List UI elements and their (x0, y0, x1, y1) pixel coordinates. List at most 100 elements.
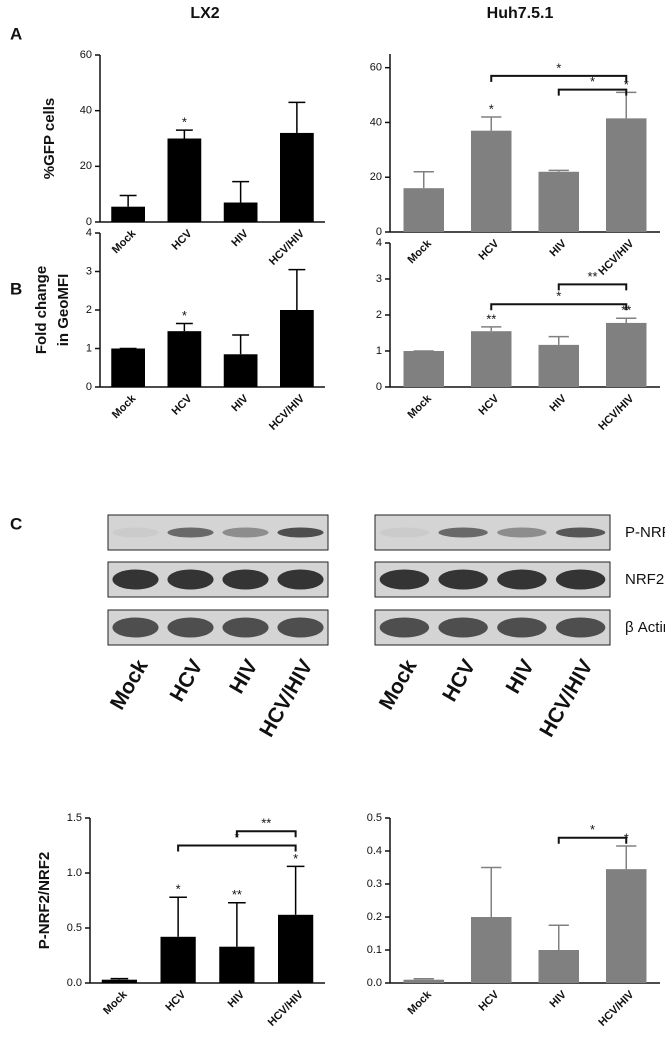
significance: ** (232, 887, 242, 902)
panel-letter: A (10, 24, 22, 43)
blot-band (112, 569, 159, 590)
y-axis-label: in GeoMFI (55, 274, 72, 347)
bar (223, 202, 258, 222)
panel-letter: C (10, 514, 22, 533)
bar (167, 331, 202, 387)
x-tick-label: HIV (229, 392, 251, 414)
y-tick-label: 4 (376, 237, 382, 249)
bracket-label: * (590, 822, 595, 837)
blot-band (438, 569, 488, 590)
blot-band (167, 527, 214, 538)
significance: * (489, 101, 494, 116)
blot-band (497, 527, 547, 538)
y-axis-label: Fold change (33, 266, 50, 354)
bracket-label: * (234, 830, 239, 845)
blot-band (222, 569, 269, 590)
bracket-label: ** (261, 816, 271, 831)
significance: * (293, 851, 298, 866)
x-tick-label: Mock (110, 227, 139, 256)
y-tick-label: 1 (376, 345, 382, 357)
bracket-label: ** (587, 269, 597, 284)
blot-band (277, 617, 324, 638)
y-tick-label: 0.4 (367, 845, 382, 857)
bracket (490, 303, 628, 311)
lane-label: HCV/HIV (255, 656, 318, 741)
blot-band (497, 617, 547, 638)
blot-band (167, 569, 214, 590)
x-tick-label: HCV/HIV (267, 227, 308, 268)
lane-label: HCV (438, 656, 480, 706)
blot-row-label: β Actin (625, 619, 665, 636)
y-tick-label: 4 (86, 227, 92, 239)
y-tick-label: 0 (376, 381, 382, 393)
x-tick-label: Mock (406, 988, 435, 1017)
blot-band (497, 569, 547, 590)
blot-band (555, 617, 606, 638)
blot-band (222, 527, 269, 538)
bracket (490, 74, 628, 82)
blot-row-label: P-NRF2 (625, 524, 665, 541)
bar (538, 171, 579, 232)
y-tick-label: 1.0 (67, 867, 82, 879)
bar (403, 979, 444, 983)
y-tick-label: 0.0 (67, 977, 82, 989)
bracket (235, 830, 297, 838)
x-tick-label: Mock (406, 392, 435, 421)
blot-band (112, 527, 159, 538)
significance: ** (486, 311, 496, 326)
x-tick-label: Mock (101, 988, 130, 1017)
blot-band (277, 569, 324, 590)
significance: * (182, 308, 187, 323)
blot-band (379, 617, 430, 638)
blot-band (277, 527, 324, 538)
y-tick-label: 0.5 (67, 922, 82, 934)
y-axis-label: P-NRF2/NRF2 (36, 852, 53, 950)
y-tick-label: 0.3 (367, 878, 382, 890)
bar (223, 354, 258, 387)
blot-row-label: NRF2 (625, 571, 664, 588)
bar (538, 950, 579, 983)
y-tick-label: 40 (80, 105, 92, 117)
blot-band (379, 569, 430, 590)
significance: * (176, 882, 181, 897)
blot-band (555, 527, 606, 538)
bar (280, 310, 314, 387)
y-tick-label: 60 (80, 49, 92, 61)
y-tick-label: 0.0 (367, 977, 382, 989)
bar (606, 322, 647, 387)
bracket (557, 88, 628, 96)
x-tick-label: HCV (170, 227, 195, 252)
x-tick-label: HCV (170, 392, 195, 417)
lane-label: HIV (502, 656, 539, 698)
bar (403, 351, 444, 387)
significance: * (624, 77, 629, 92)
y-tick-label: 0 (376, 226, 382, 238)
x-tick-label: HCV (477, 237, 502, 262)
y-tick-label: 0 (86, 381, 92, 393)
bar (471, 130, 512, 232)
x-tick-label: HIV (226, 988, 248, 1010)
lane-label: HCV/HIV (535, 656, 598, 741)
blot-band (112, 617, 159, 638)
bracket (557, 283, 628, 291)
blot-band (438, 527, 488, 538)
x-tick-label: HIV (547, 988, 569, 1010)
heading: LX2 (190, 5, 219, 22)
y-tick-label: 0.1 (367, 944, 382, 956)
bar (101, 979, 137, 983)
x-tick-label: HCV (477, 392, 502, 417)
bracket (557, 836, 628, 844)
y-tick-label: 0 (86, 216, 92, 228)
bar (403, 188, 444, 232)
significance: * (182, 115, 187, 130)
bracket (177, 844, 297, 852)
bracket-label: * (590, 74, 595, 89)
x-tick-label: HCV/HIV (596, 237, 637, 278)
x-tick-label: HIV (547, 237, 569, 259)
y-tick-label: 1.5 (67, 812, 82, 824)
bar (111, 206, 145, 222)
y-tick-label: 20 (80, 160, 92, 172)
blot-band (167, 617, 214, 638)
blot-band (438, 617, 488, 638)
heading: Huh7.5.1 (487, 5, 554, 22)
